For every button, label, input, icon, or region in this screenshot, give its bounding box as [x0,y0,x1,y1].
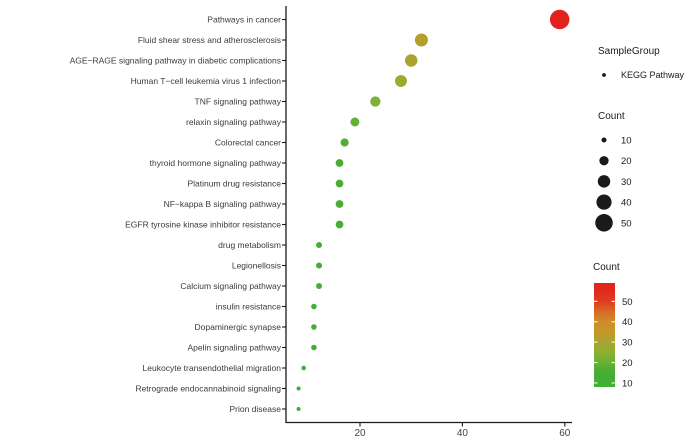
dot-human-t-cell-leukemia-virus-1-infection [395,75,407,87]
color-legend-tick-label: 50 [622,297,633,308]
dot-thyroid-hormone-signaling-pathway [335,159,344,167]
size-legend-dot-50 [595,214,613,232]
dot-calcium-signaling-pathway [316,282,323,290]
y-axis-label: TNF signaling pathway [195,97,282,107]
dot-egfr-tyrosine-kinase-inhibitor-resistance [335,220,344,229]
dot-colorectal-cancer [340,138,349,147]
y-axis-label: Retrograde endocannabinoid signaling [135,384,281,394]
dot-prion-disease [296,407,301,411]
y-axis-label: Platinum drug resistance [187,179,281,189]
size-legend-dot-40 [596,194,612,210]
dot-leukocyte-transendothelial-migration [301,365,306,371]
y-axis-label: insulin resistance [216,302,281,312]
size-legend-label: 40 [621,198,632,209]
dot-dopaminergic-synapse [311,324,317,330]
size-legend-dot-30 [597,175,611,188]
dot-age-rage-signaling-pathway-in-diabetic-complications [404,54,418,67]
color-legend-tick-label: 10 [622,378,633,389]
dot-pathways-in-cancer [549,9,570,30]
y-axis-label: Human T−cell leukemia virus 1 infection [131,76,282,86]
x-axis-tick-label: 60 [559,428,571,439]
y-axis-label: thyroid hormone signaling pathway [150,158,282,168]
y-axis-label: Leukocyte transendothelial migration [143,363,282,373]
y-axis-label: Fluid shear stress and atherosclerosis [138,35,281,45]
size-legend-label: 20 [621,156,632,167]
y-axis-label: Apelin signaling pathway [187,343,281,353]
dot-apelin-signaling-pathway [311,344,317,351]
dot-relaxin-signaling-pathway [350,117,360,127]
samplegroup-legend-title: SampleGroup [598,46,660,57]
size-legend-label: 50 [621,218,632,229]
x-axis-tick-label: 20 [354,428,366,439]
samplegroup-legend-dot [602,73,606,77]
dot-legionellosis [316,262,323,269]
dot-drug-metabolism [316,241,323,249]
dot-nf-kappa-b-signaling-pathway [335,200,344,208]
y-axis-label: AGE−RAGE signaling pathway in diabetic c… [70,56,281,66]
y-axis-label: relaxin signaling pathway [186,117,282,127]
y-axis-label: Pathways in cancer [207,15,281,25]
dot-retrograde-endocannabinoid-signaling [296,386,301,391]
y-axis-label: EGFR tyrosine kinase inhibitor resistanc… [125,220,281,230]
x-axis-tick-label: 40 [457,428,469,439]
dot-fluid-shear-stress-and-atherosclerosis [414,33,428,47]
size-legend-label: 30 [621,177,632,188]
size-legend-dot-10 [601,137,607,143]
color-legend-tick-label: 40 [622,317,633,328]
y-axis-label: Dopaminergic synapse [195,322,282,332]
y-axis-label: drug metabolism [218,240,281,250]
dot-platinum-drug-resistance [335,179,344,188]
size-legend-label: 10 [621,136,632,147]
y-axis-label: Prion disease [229,404,281,414]
color-legend-gradient-bar [594,283,615,387]
y-axis-label: Calcium signaling pathway [180,281,281,291]
color-legend-tick-label: 20 [622,358,633,369]
samplegroup-legend-item-label: KEGG Pathway [621,70,685,80]
color-legend-title: Count [593,262,620,273]
y-axis-label: Colorectal cancer [215,138,281,148]
color-legend-tick-label: 30 [622,338,633,349]
y-axis-label: NF−kappa B signaling pathway [164,199,282,209]
dot-tnf-signaling-pathway [370,96,381,107]
dot-insulin-resistance [311,303,317,310]
size-legend-dot-20 [599,156,609,166]
y-axis-label: Legionellosis [232,261,281,271]
size-legend-title: Count [598,111,625,122]
